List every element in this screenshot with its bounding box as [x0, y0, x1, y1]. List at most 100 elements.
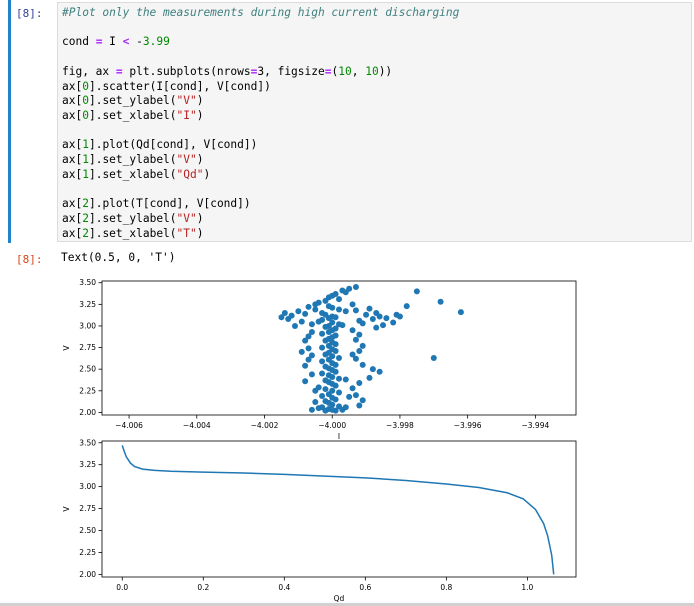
code-line: ax[1].set_ylabel("V"): [62, 153, 204, 167]
code-input-area[interactable]: #Plot only the measurements during high …: [57, 2, 692, 242]
scatter-point: [312, 399, 319, 406]
scatter-point: [437, 298, 444, 305]
code-line: ax[1].set_xlabel("Qd"): [62, 167, 211, 181]
code-line: fig, ax = plt.subplots(nrows=3, figsize=…: [62, 64, 393, 78]
y-tick-label: 2.75: [79, 343, 96, 352]
scatter-point: [308, 329, 315, 336]
scatter-point: [332, 361, 339, 368]
scatter-point: [349, 351, 356, 358]
scatter-point: [369, 316, 376, 323]
scatter-point: [457, 309, 464, 316]
scatter-point: [308, 406, 315, 413]
code-line: ax[0].set_xlabel("I"): [62, 108, 204, 122]
output-prompt: [8]:: [16, 253, 43, 266]
scatter-point: [322, 337, 329, 344]
scatter-point: [332, 407, 339, 414]
scatter-point: [352, 336, 359, 343]
scatter-point: [329, 373, 336, 380]
scatter-point: [352, 355, 359, 362]
scatter-point: [332, 341, 339, 348]
scatter-point: [305, 356, 312, 363]
scatter-point: [332, 396, 339, 403]
scatter-point: [336, 354, 342, 361]
scatter-point: [352, 392, 359, 399]
x-tick-label: 0.2: [197, 583, 209, 592]
scatter-point: [352, 307, 359, 314]
scatter-point: [369, 366, 376, 373]
scatter-point: [376, 368, 383, 375]
scatter-point: [308, 352, 315, 359]
scatter-point: [315, 318, 322, 325]
scatter-point: [356, 380, 363, 387]
scatter-point: [278, 314, 285, 321]
scroll-edge: [0, 603, 694, 606]
scatter-point: [396, 313, 403, 320]
x-tick-label: 0.0: [116, 583, 128, 592]
scatter-point: [339, 322, 346, 329]
scatter-point: [332, 348, 339, 355]
scatter-point: [352, 284, 359, 291]
scatter-point: [305, 333, 312, 340]
scatter-point: [322, 323, 329, 330]
plot-frame: [101, 440, 577, 578]
y-tick-label: 3.50: [79, 278, 96, 287]
scatter-point: [322, 351, 329, 358]
scatter-point: [329, 304, 336, 311]
scatter-point: [285, 316, 292, 323]
code-line: ax[0].scatter(I[cond], V[cond]): [62, 79, 271, 93]
y-axis-label: V: [62, 345, 71, 351]
y-tick-label: 2.75: [79, 504, 96, 513]
scatter-point: [342, 376, 349, 383]
scatter-point: [359, 320, 366, 327]
active-cell-indicator: [8, 0, 11, 243]
y-tick-label: 3.00: [79, 321, 96, 330]
scatter-point: [366, 305, 373, 312]
x-tick-label: 0.8: [440, 583, 452, 592]
code-line: ax[2].set_xlabel("T"): [62, 226, 204, 240]
y-tick-label: 2.50: [79, 526, 96, 535]
scatter-point: [291, 322, 298, 329]
scatter-point: [295, 308, 302, 315]
scatter-point: [376, 313, 383, 320]
code-line: ax[2].set_ylabel("V"): [62, 211, 204, 225]
scatter-point: [380, 322, 387, 329]
scatter-point: [319, 344, 326, 351]
y-tick-label: 3.25: [79, 460, 96, 469]
scatter-point: [325, 315, 332, 322]
x-axis-label: Qd: [334, 594, 345, 603]
scatter-point: [383, 315, 390, 322]
y-tick-label: 3.25: [79, 300, 96, 309]
code-editor[interactable]: #Plot only the measurements during high …: [62, 6, 459, 241]
y-tick-label: 2.25: [79, 386, 96, 395]
scatter-point: [302, 362, 309, 369]
scatter-point: [373, 324, 380, 331]
input-prompt: [8]:: [16, 7, 43, 20]
scatter-point: [403, 303, 410, 310]
scatter-point: [302, 337, 309, 344]
scatter-point: [390, 319, 397, 326]
scatter-point: [366, 374, 373, 381]
scatter-point: [336, 375, 342, 382]
scatter-point: [312, 306, 319, 313]
y-tick-label: 3.00: [79, 482, 96, 491]
scatter-point: [305, 345, 312, 352]
x-tick-label: −3.994: [521, 421, 549, 430]
scatter-point: [281, 309, 288, 316]
scatter-point: [359, 361, 366, 368]
code-line: ax[2].plot(T[cond], V[cond]): [62, 197, 251, 211]
scatter-point: [332, 314, 339, 321]
scatter-point: [349, 385, 356, 392]
scatter-point: [346, 393, 353, 400]
scatter-point: [319, 330, 326, 337]
x-tick-label: −4.000: [318, 421, 346, 430]
x-tick-label: −4.002: [251, 421, 279, 430]
y-tick-label: 3.50: [79, 438, 96, 447]
scatter-point: [332, 368, 339, 375]
x-tick-label: −4.006: [115, 421, 143, 430]
code-line: cond = I < -3.99: [62, 35, 170, 49]
scatter-point: [336, 389, 342, 396]
code-line: ax[0].set_ylabel("V"): [62, 94, 204, 108]
scatter-point: [325, 329, 332, 336]
scatter-point: [322, 407, 329, 414]
